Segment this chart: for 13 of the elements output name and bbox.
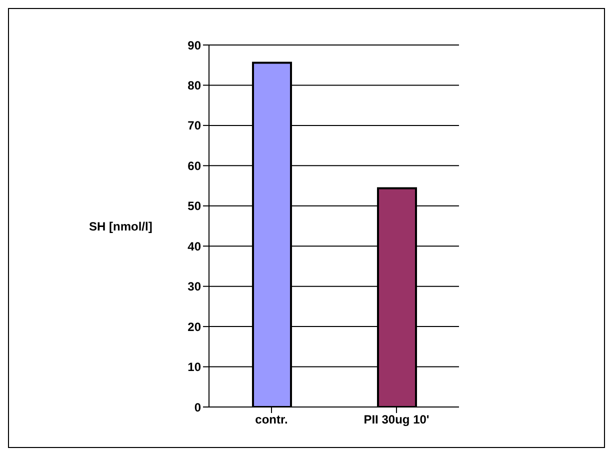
y-tick-label: 80	[188, 78, 202, 92]
y-tick-label: 40	[188, 239, 202, 254]
y-tick-label: 90	[188, 38, 202, 52]
x-tick-label: PII 30ug 10'	[364, 412, 430, 427]
y-tick-label: 70	[188, 118, 202, 133]
y-axis-title: SH [nmol/l]	[89, 219, 152, 234]
y-tick-label: 0	[194, 400, 202, 414]
x-tick-label: contr.	[255, 412, 288, 427]
y-tick-label: 30	[188, 280, 202, 294]
y-tick-label: 60	[188, 158, 202, 173]
y-tick-label: 50	[188, 199, 202, 214]
y-tick-label: 20	[188, 320, 202, 334]
y-tick-label: 10	[188, 360, 202, 374]
